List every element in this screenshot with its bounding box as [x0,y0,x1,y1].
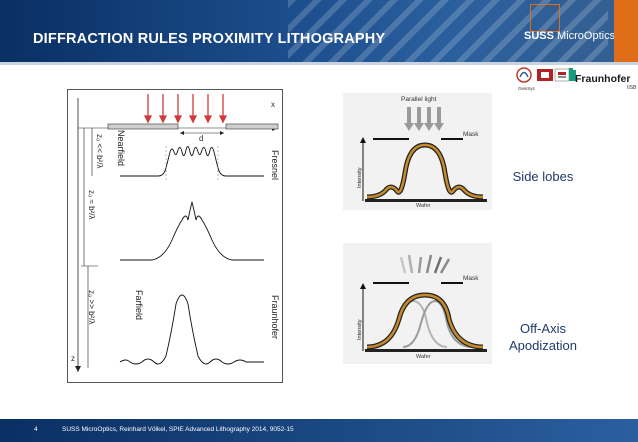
nearfield-label: Nearfield [116,130,126,167]
suss-logo: SUSS MicroOptics [512,0,638,62]
x-axis-label: x [271,100,275,109]
wafer-label: Wafer [416,354,431,360]
fresnel-label: Fresnel [270,150,280,181]
parallel-light-arrows [404,107,444,131]
offaxis-curve-right [402,299,474,348]
aperture-label: d [199,134,204,143]
footer-citation: SUSS MicroOptics, Reinhard Völkel, SPIE … [62,426,294,433]
fraunhofer-label: Fraunhofer [575,73,631,85]
mask-right [225,123,279,130]
farfield-intensity-curve [119,294,264,365]
header-divider [0,62,638,65]
brand-light: MicroOptics [557,30,616,42]
intensity-label: Intensity [357,319,363,340]
wafer-label: Wafer [416,203,431,209]
fresnel-condition: z₀ ≈ b²/λ [87,190,96,220]
diffraction-diagram: x z d Nearfield Farfield Fresnel Fraunho… [67,89,283,383]
intensity-curve-shadow [366,142,484,200]
fraunhofer-mark [569,68,576,81]
combined-intensity-curve [366,293,484,349]
gesisys-logo [516,67,532,83]
side-lobes-label: Side lobes [512,169,574,184]
side-lobes-graphic [360,107,487,202]
nearfield-condition: z₀ << b²/λ [95,134,104,169]
wafer-bar [365,349,487,352]
wafer-bar [365,199,487,202]
oblique-light-arrows [399,254,451,274]
brand-bold: SUSS [524,30,554,42]
off-axis-label-line2: Apodization [509,338,577,353]
footer-bar: 4 SUSS MicroOptics, Reinhard Völkel, SPI… [0,419,638,442]
parallel-light-label: Parallel light [401,96,437,103]
mask-left [107,123,179,130]
partner-logos: GesiSys Fraunhofer IISB [510,64,638,94]
page-number: 4 [34,426,38,433]
off-axis-panel: Mask Intensity Wafer [343,243,492,364]
header-bar: DIFFRACTION RULES PROXIMITY LITHOGRAPHY … [0,0,638,62]
intensity-label: Intensity [357,167,363,188]
gesisys-label: GesiSys [518,86,535,91]
nearfield-intensity-curve [120,146,264,177]
logo-frame [530,4,560,32]
intensity-curve [366,143,484,199]
combined-curve-shadow [366,292,484,350]
partner-logo-graphics [516,67,576,83]
diagram-graphics [75,94,279,372]
farfield-label: Farfield [134,290,144,321]
distance-markers [81,128,98,368]
mask-label: Mask [463,275,479,282]
mask-label: Mask [463,131,479,138]
side-lobes-panel: Parallel light Mask Intensity Wafer [343,93,492,210]
brand-accent [614,0,638,62]
slide-title: DIFFRACTION RULES PROXIMITY LITHOGRAPHY [33,31,386,47]
z-axis-label: z [71,354,75,363]
off-axis-apodization-label: Off-Axis Apodization [500,320,586,354]
off-axis-label-line1: Off-Axis [520,321,566,336]
fresnel-intensity-curve [120,201,264,261]
incident-light-arrows [143,94,228,124]
off-axis-graphic [360,254,487,352]
fraunhofer-region-label: Fraunhofer [270,295,280,340]
farfield-condition: z₀ >> b²/λ [87,290,96,325]
fraunhofer-sub-label: IISB [627,85,637,91]
